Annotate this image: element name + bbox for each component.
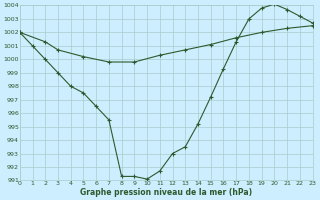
- X-axis label: Graphe pression niveau de la mer (hPa): Graphe pression niveau de la mer (hPa): [80, 188, 252, 197]
